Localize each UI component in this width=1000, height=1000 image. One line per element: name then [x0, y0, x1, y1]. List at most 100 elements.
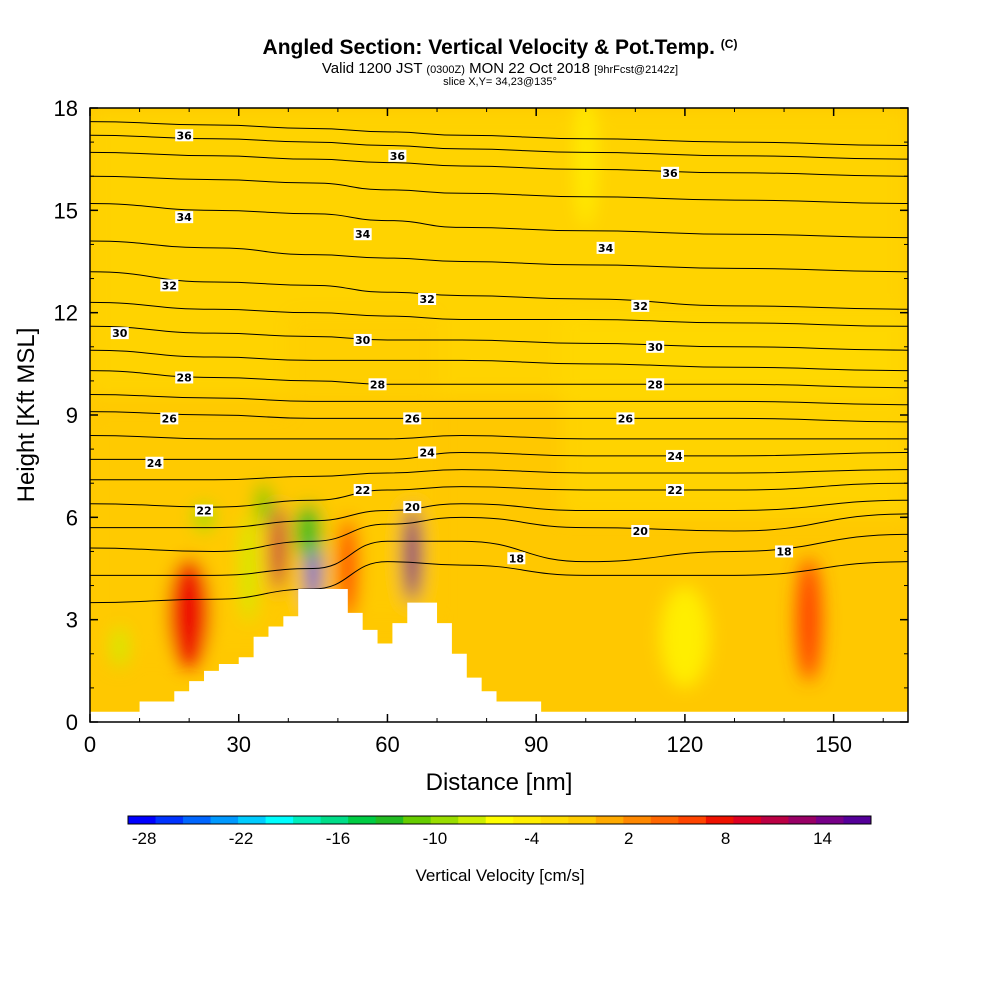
contour-label: 30 [110, 327, 129, 340]
field-feature-core [180, 585, 199, 641]
contour-label-text: 36 [390, 150, 406, 163]
colorbar-swatch [430, 816, 459, 824]
contour-label-text: 34 [355, 228, 371, 241]
isentrope-line [90, 175, 908, 205]
y-tick-label: 18 [54, 96, 78, 121]
y-tick-label: 0 [66, 710, 78, 735]
contour-label-text: 22 [355, 484, 370, 497]
x-tick-label: 120 [667, 732, 704, 757]
contour-label: 18 [507, 552, 526, 565]
colorbar-swatch [155, 816, 184, 824]
contour-label: 22 [353, 484, 372, 497]
contour-label-text: 22 [196, 505, 211, 518]
contour-label-box [661, 166, 680, 179]
contour-label-box [418, 293, 437, 306]
field-feature-core [275, 525, 282, 571]
contour-label: 32 [418, 293, 437, 306]
contour-label-text: 24 [419, 447, 435, 460]
isentrope-line [90, 394, 908, 406]
x-tick-label: 90 [524, 732, 548, 757]
contour-label-box [665, 449, 684, 462]
x-axis-label: Distance [nm] [426, 769, 573, 796]
contour-label: 30 [646, 340, 665, 354]
contour-label-text: 26 [162, 412, 178, 425]
contour-label: 34 [175, 211, 194, 224]
contour-label: 32 [160, 279, 179, 292]
x-tick-label: 150 [815, 732, 852, 757]
contour-label-text: 26 [618, 412, 634, 425]
colorbar-label: Vertical Velocity [cm/s] [415, 866, 584, 885]
isentrope-line [90, 151, 908, 177]
terrain [90, 588, 908, 722]
colorbar-swatch [843, 816, 872, 824]
contour-label-box [616, 412, 635, 425]
contour-label: 26 [160, 412, 179, 425]
contour-label-text: 36 [662, 167, 678, 180]
valid-date: MON 22 Oct 2018 [469, 60, 590, 77]
field-feature-core [116, 636, 124, 658]
colorbar-tick-label: -22 [229, 829, 254, 848]
contour-label: 22 [195, 504, 214, 518]
contour-label: 18 [775, 545, 794, 558]
contour-label-box [388, 149, 407, 162]
colorbar-swatch [733, 816, 762, 824]
y-tick-label: 9 [66, 403, 78, 428]
y-tick-label: 3 [66, 608, 78, 633]
contour-label-box [631, 299, 650, 312]
colorbar-swatch [513, 816, 542, 824]
x-tick-label: 0 [84, 732, 96, 757]
contour-label: 24 [665, 449, 684, 463]
contour-label-text: 24 [667, 450, 683, 463]
contour-label-box [646, 340, 665, 353]
chart-title-suffix: (C) [720, 37, 738, 51]
contour-label-text: 18 [509, 552, 524, 565]
isentrope-line [90, 482, 908, 508]
colorbar-swatch [595, 816, 624, 824]
terrain-fill [90, 588, 908, 722]
colorbar-tick-label: 8 [721, 829, 730, 848]
isentrope-line [90, 434, 908, 440]
contour-label-text: 18 [776, 545, 791, 558]
colorbar-swatch [265, 816, 294, 824]
isentrope-line [90, 121, 908, 147]
contour-label-text: 32 [633, 300, 648, 313]
valid-time: Valid 1200 JST [321, 60, 423, 77]
field-feature-core [408, 530, 417, 579]
isentrope-line [90, 301, 908, 327]
contour-label-box [418, 446, 437, 459]
colorbar-swatch [623, 816, 652, 824]
isentrope-line [90, 134, 908, 160]
contour-label-text: 20 [633, 525, 649, 538]
isentrope-line [90, 325, 908, 351]
isentrope-line [90, 561, 908, 604]
isentrope-line [90, 533, 908, 576]
colorbar-swatch [788, 816, 817, 824]
colorbar-swatch [705, 816, 734, 824]
contour-label-box [110, 327, 129, 340]
contour-label: 24 [418, 446, 437, 460]
colorbar-swatch [540, 816, 569, 824]
valid-zulu: (0300Z) [426, 64, 465, 76]
contour-label: 20 [403, 501, 422, 514]
colorbar-tick-label: -4 [524, 829, 539, 848]
contour-label-text: 30 [112, 327, 128, 340]
contour-label-text: 22 [667, 484, 682, 497]
colorbar-swatch [238, 816, 267, 824]
y-tick-label: 15 [54, 198, 78, 223]
colorbar-tick-label: -16 [326, 829, 351, 848]
isentrope-line [90, 349, 908, 372]
isentrope-line [90, 203, 908, 239]
colorbar-swatch [568, 816, 597, 824]
contour-label: 28 [175, 371, 194, 384]
contour-label-box [368, 378, 387, 391]
isentrope-line [90, 469, 908, 481]
isentrope-line [90, 240, 908, 273]
colorbar-swatch [128, 816, 157, 824]
contour-label-box [646, 378, 665, 391]
x-tick-label: 60 [375, 732, 399, 757]
contour-label-box [631, 524, 650, 537]
colorbar-tick-label: -10 [423, 829, 448, 848]
contour-label-box [175, 129, 194, 142]
contour-label-box [175, 211, 194, 224]
